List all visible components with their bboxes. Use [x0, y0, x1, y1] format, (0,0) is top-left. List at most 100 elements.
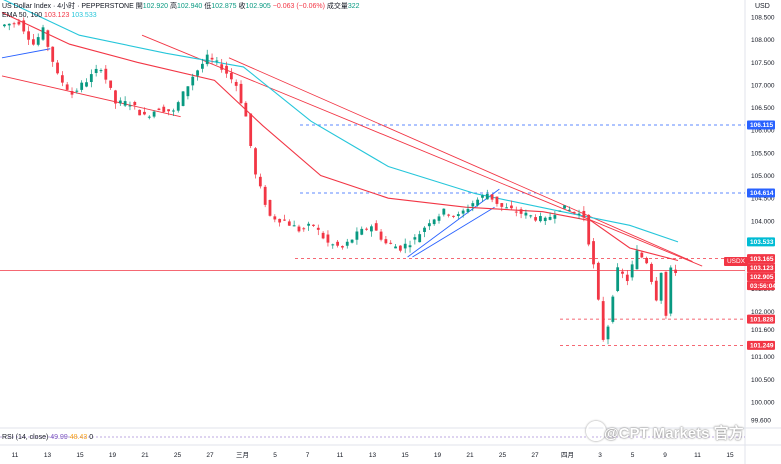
price-tag-label: 03:56:04 — [750, 283, 776, 290]
price-tag-label: 103.165 — [750, 256, 774, 263]
time-tick-label: 15 — [726, 452, 734, 459]
candle-body — [345, 241, 349, 246]
price-tick-label: 101.000 — [751, 354, 775, 361]
price-tag-box — [747, 281, 775, 291]
price-tick-label: 100.500 — [751, 377, 775, 384]
candle-body — [485, 193, 489, 200]
candle-body — [297, 226, 301, 232]
candle-body — [331, 244, 335, 246]
candle-body — [123, 101, 127, 106]
rsi-ma-value: 48.43 — [69, 434, 88, 441]
time-tick-label: 5 — [273, 452, 277, 459]
price-tag-label: 102.905 — [750, 274, 774, 281]
price-tick-label: 104.500 — [751, 196, 775, 203]
candle-body — [56, 62, 59, 74]
candle-body — [46, 30, 50, 47]
candle-body — [147, 116, 151, 118]
candle-body — [500, 203, 504, 207]
candle-body — [616, 267, 620, 291]
candle-body — [210, 57, 214, 60]
candle-body — [355, 231, 359, 240]
candle-body — [534, 217, 537, 221]
candle-body — [312, 224, 315, 226]
price-tick-label: 108.500 — [751, 15, 775, 22]
candle-body — [471, 203, 475, 207]
price-tag-label: 101.828 — [750, 316, 774, 323]
candle-body — [403, 243, 407, 249]
candle-body — [630, 264, 634, 278]
candle-body — [664, 271, 668, 316]
time-tick-label: 25 — [499, 452, 507, 459]
candle-body — [138, 109, 142, 116]
price-tag-box — [747, 263, 775, 273]
candle-body — [481, 195, 484, 198]
candle-body — [143, 111, 146, 115]
candle-body — [244, 102, 248, 117]
trendline — [407, 188, 500, 258]
price-tick-label: 106.500 — [751, 105, 775, 112]
candle-body — [650, 263, 653, 282]
price-tick-label: 99.600 — [751, 418, 771, 425]
candle-body — [196, 70, 199, 76]
candle-body — [157, 108, 161, 111]
candle-body — [572, 211, 576, 213]
candle-body — [7, 23, 11, 26]
watermark: @CPT Markets 官方 — [604, 425, 744, 442]
candle-body — [75, 90, 79, 92]
candle-body — [27, 31, 30, 40]
candle-body — [529, 215, 533, 217]
candle-body — [336, 241, 339, 246]
time-tick-label: 三月 — [236, 451, 249, 459]
candle-body — [307, 223, 311, 226]
candle-body — [461, 210, 465, 214]
candle-body — [60, 75, 64, 83]
candle-body — [31, 39, 35, 45]
candle-body — [258, 176, 262, 187]
time-tick-label: 11 — [12, 452, 19, 459]
candle-body — [625, 274, 629, 282]
candle-body — [606, 326, 610, 340]
candle-body — [379, 231, 383, 240]
candle-body — [543, 217, 547, 222]
time-tick-label: 15 — [76, 452, 84, 459]
trendline — [1, 48, 51, 59]
candle-body — [321, 232, 325, 239]
time-tick-label: 13 — [369, 452, 377, 459]
symbol-tag: USDX — [723, 257, 748, 266]
candle-body — [442, 208, 446, 215]
price-tick-label: 104.000 — [751, 218, 775, 225]
rsi-label: RSI (14, close) — [2, 434, 49, 441]
candle-body — [326, 234, 330, 243]
open-value: 102.920 — [142, 3, 169, 10]
price-tick-label: 108.000 — [751, 37, 775, 44]
candle-body — [225, 65, 228, 74]
candle-body — [398, 245, 402, 251]
candle-body — [229, 72, 233, 80]
candle-body — [104, 68, 108, 80]
ema100-line — [3, 0, 679, 243]
price-tag-box — [747, 272, 775, 282]
time-tick-label: 5 — [631, 452, 635, 459]
candle-body — [596, 262, 600, 300]
rsi-legend[interactable]: RSI (14, close) 49.99 48.43 0 — [2, 433, 93, 442]
candle-body — [413, 237, 417, 240]
candle-body — [114, 90, 117, 104]
candle-body — [384, 239, 388, 244]
candle-body — [539, 216, 542, 222]
candle-body — [302, 228, 306, 230]
candle-body — [350, 239, 354, 243]
candle-body — [423, 227, 426, 232]
ema-legend[interactable]: EMA 50, 100 103.123 103.533 — [2, 11, 97, 20]
candle-body — [524, 212, 528, 216]
candle-body — [640, 252, 644, 258]
time-tick-label: 21 — [466, 452, 474, 459]
candle-body — [476, 199, 480, 206]
candle-body — [389, 242, 393, 244]
candle-body — [167, 109, 170, 112]
ema50-line — [1, 12, 679, 262]
candle-body — [186, 86, 190, 97]
candle-body — [316, 227, 320, 230]
symbol-title[interactable]: US Dollar Index · 4小时 · PEPPERSTONE — [2, 3, 134, 10]
time-tick-label: 19 — [434, 452, 442, 459]
